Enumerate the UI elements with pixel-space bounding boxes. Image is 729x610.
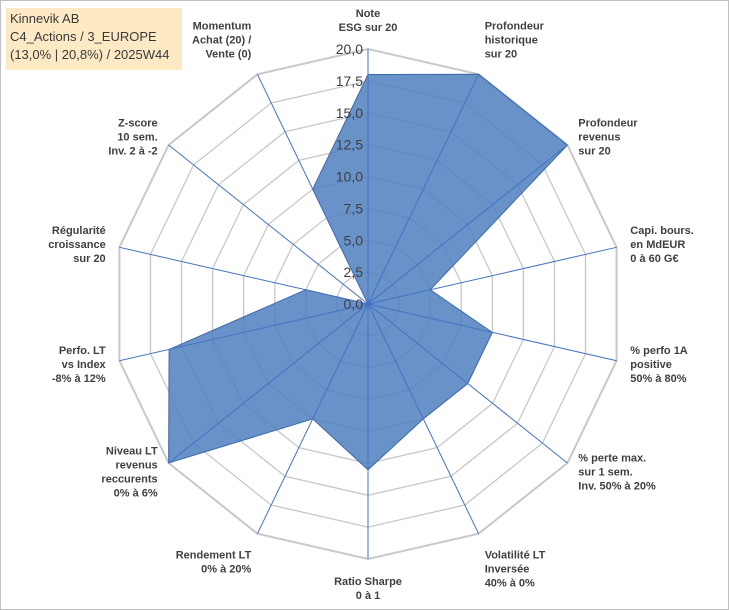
axis-label: Capi. bours. en MdEUR 0 à 60 G€ [630, 225, 694, 265]
tick-label: 17,5 [336, 73, 363, 89]
axis-label-line: -8% à 12% [52, 373, 106, 385]
tick-label: 12,5 [336, 137, 363, 153]
axis-label-line: Ratio Sharpe [334, 576, 402, 588]
axis-label-line: Z-score [118, 117, 158, 129]
axis-label-line: Momentum [193, 21, 252, 33]
tick-label: 15,0 [336, 105, 363, 121]
axis-label-line: sur 20 [578, 145, 610, 157]
axis-label-line: en MdEUR [630, 239, 685, 251]
axis-label-line: Régularité [52, 225, 106, 237]
axis-label-line: Profondeur [578, 117, 638, 129]
axis-label-line: Achat (20) / [192, 35, 251, 47]
axis-label-line: Volatilité LT [485, 549, 546, 561]
axis-label-line: 0% à 6% [114, 488, 158, 500]
axis-label-line: Inversée [485, 563, 530, 575]
axis-label-line: Rendement LT [176, 549, 252, 561]
axis-label-line: 0% à 20% [201, 563, 251, 575]
axis-spoke [367, 246, 617, 305]
axis-spoke [256, 303, 369, 534]
axis-label-line: positive [630, 359, 672, 371]
axis-label-line: Inv. 2 à -2 [108, 145, 157, 157]
axis-label-line: revenus [115, 460, 157, 472]
axis-label: Z-score 10 sem. Inv. 2 à -2 [108, 117, 157, 157]
axis-spoke [119, 246, 369, 305]
axis-spoke [367, 74, 480, 305]
axis-label: % perte max. sur 1 sem. Inv. 50% à 20% [578, 453, 656, 493]
axis-label-line: 40% à 0% [485, 577, 535, 589]
axis-spoke [367, 303, 617, 362]
axis-label: Niveau LT revenus reccurents 0% à 6% [101, 446, 158, 500]
axis-label-line: sur 20 [73, 253, 105, 265]
axis-label-line: Capi. bours. [630, 225, 694, 237]
axis-spoke [367, 144, 568, 305]
axis-label-line: 0 à 60 G€ [630, 253, 678, 265]
axis-label: Profondeur revenus sur 20 [578, 117, 638, 157]
axis-label-line: sur 20 [485, 49, 517, 61]
axis-label-line: vs Index [62, 359, 107, 371]
axis-label: % perfo 1A positive 50% à 80% [630, 345, 688, 385]
tick-label: 10,0 [336, 169, 363, 185]
axis-label-line: Note [356, 8, 380, 20]
info-box: Kinnevik AB C4_Actions / 3_EUROPE (13,0%… [6, 8, 182, 70]
tick-label: 5,0 [344, 232, 364, 248]
axis-label: Rendement LT 0% à 20% [176, 549, 252, 575]
axis-label-line: Perfo. LT [59, 345, 106, 357]
info-title: Kinnevik AB [10, 11, 80, 26]
tick-label: 2,5 [344, 264, 364, 280]
axis-label: Momentum Achat (20) / Vente (0) [192, 21, 252, 61]
info-category: C4_Actions / 3_EUROPE [10, 29, 157, 44]
axis-label: Volatilité LT Inversée 40% à 0% [485, 549, 546, 589]
axis-label-line: % perte max. [578, 453, 646, 465]
axis-spoke [367, 303, 480, 534]
axis-spoke [168, 144, 369, 305]
axis-label-line: Inv. 50% à 20% [578, 481, 656, 493]
tick-label: 0,0 [344, 296, 364, 312]
axis-label-line: Vente (0) [205, 49, 251, 61]
tick-label: 20,0 [336, 41, 363, 57]
axis-label-line: historique [485, 35, 538, 47]
axis-label: Perfo. LT vs Index -8% à 12% [52, 345, 107, 385]
axis-label-line: 10 sem. [117, 131, 157, 143]
axis-label: Note ESG sur 20 [339, 8, 398, 34]
axis-spoke [168, 303, 369, 464]
info-period: (13,0% | 20,8%) / 2025W44 [10, 47, 170, 62]
axis-label-line: 0 à 1 [356, 590, 380, 602]
axis-label-line: ESG sur 20 [339, 22, 398, 34]
axis-label-line: Profondeur [485, 21, 545, 33]
axis-label-line: Niveau LT [106, 446, 158, 458]
axis-label-line: revenus [578, 131, 620, 143]
axis-spoke [367, 303, 568, 464]
axis-label-line: croissance [48, 239, 105, 251]
axis-spoke [256, 74, 369, 305]
axis-spoke [119, 303, 369, 362]
axis-label-line: 50% à 80% [630, 373, 686, 385]
axis-label-line: reccurents [101, 474, 157, 486]
axis-label: Régularité croissance sur 20 [48, 225, 105, 265]
axis-label: Ratio Sharpe 0 à 1 [334, 576, 402, 602]
axis-label: Profondeur historique sur 20 [485, 21, 545, 61]
tick-label: 7,5 [344, 200, 364, 216]
axis-label-line: sur 1 sem. [578, 467, 632, 479]
axis-label-line: % perfo 1A [630, 345, 688, 357]
